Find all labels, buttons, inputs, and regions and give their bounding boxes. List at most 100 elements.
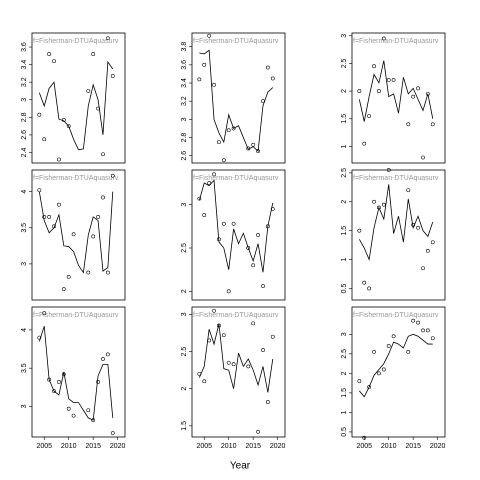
data-point	[101, 152, 105, 157]
panel-frame	[351, 169, 446, 301]
data-point	[411, 94, 416, 99]
y-tick-label: 2.6	[181, 151, 188, 161]
x-tick-label: 2020	[430, 443, 446, 450]
data-point	[212, 82, 216, 87]
y-tick-label: 3	[181, 203, 188, 207]
data-point	[362, 141, 367, 146]
data-point	[425, 91, 430, 96]
y-tick-label: 2.4	[21, 147, 28, 157]
data-point	[357, 228, 362, 233]
data-point	[251, 321, 256, 326]
data-point	[37, 112, 42, 117]
data-point	[52, 224, 56, 229]
x-tick-label: 2020	[270, 443, 286, 450]
data-point	[411, 318, 416, 323]
data-point	[217, 140, 221, 144]
x-tick-label: 2005	[196, 443, 212, 450]
data-point	[377, 89, 381, 93]
panel-frame	[351, 306, 446, 438]
y-tick-label: 3	[21, 98, 28, 102]
panel: f=Fisherman-DTUAquasurv 3 3.5 4	[21, 169, 126, 301]
data-point	[91, 234, 96, 239]
data-point	[202, 62, 207, 67]
y-tick-label: 3	[341, 332, 348, 336]
data-point	[226, 289, 231, 294]
x-tick-label: 2010	[61, 443, 77, 450]
fit-line	[359, 333, 433, 398]
data-point	[226, 360, 231, 365]
data-point	[47, 52, 52, 56]
panel: f=Fisherman-DTUAquasurv 0.5 1 1.5 2 2.5 3 2005 2…	[341, 306, 446, 450]
data-point	[57, 202, 61, 207]
panel-frame	[31, 306, 126, 438]
data-point	[367, 286, 372, 291]
data-point	[221, 158, 226, 163]
data-point	[71, 413, 76, 418]
data-point	[105, 270, 110, 275]
data-point	[61, 118, 66, 122]
fit-line	[198, 323, 274, 393]
panel-frame	[191, 32, 286, 164]
data-point	[251, 263, 256, 268]
data-point	[381, 367, 386, 372]
data-point	[91, 52, 96, 56]
data-point	[217, 323, 221, 328]
data-point	[421, 155, 425, 160]
panel: f=Fisherman-DTUAquasurv 2.4 2.6 2.8 3 3.2 3.4 3…	[21, 32, 126, 164]
data-point	[207, 33, 212, 38]
x-tick-label: 2020	[110, 443, 126, 450]
data-point	[197, 196, 202, 201]
data-point	[261, 348, 265, 352]
data-point	[42, 215, 47, 219]
y-tick-label: 4	[21, 328, 28, 332]
data-point	[256, 429, 260, 434]
data-point	[61, 372, 66, 377]
data-point	[66, 406, 71, 411]
x-tick-label: 2010	[221, 443, 237, 450]
strip-label: f=Fisherman-DTUAquasurv	[33, 175, 119, 182]
data-point	[270, 334, 275, 339]
data-point	[416, 225, 420, 230]
data-point	[372, 199, 376, 204]
data-point	[362, 435, 367, 440]
y-tick-label: 0.5	[341, 427, 348, 437]
data-point	[430, 122, 435, 127]
data-point	[386, 78, 391, 82]
y-tick-label: 3	[181, 117, 188, 121]
data-point	[357, 89, 362, 93]
data-point	[66, 274, 71, 279]
panel: f=Fisherman-DTUAquasurv 2 2.5 3	[181, 169, 286, 301]
y-tick-label: 4	[21, 190, 28, 194]
data-point	[362, 280, 367, 285]
x-tick-label: 2015	[85, 443, 101, 450]
data-point	[265, 65, 270, 70]
y-tick-label: 2.8	[21, 112, 28, 122]
data-point	[217, 237, 221, 242]
y-tick-label: 2.5	[181, 243, 188, 253]
y-tick-label: 2.5	[341, 349, 348, 359]
data-point	[386, 344, 391, 348]
strip-label: f=Fisherman-DTUAquasurv	[353, 175, 439, 182]
y-tick-label: 3.6	[181, 60, 188, 70]
data-point	[37, 188, 42, 193]
data-point	[381, 202, 386, 207]
data-point	[265, 224, 270, 229]
y-tick-label: 3.6	[21, 42, 28, 52]
panel: f=Fisherman-DTUAquasurv 2.6 2.8 3 3.2 3.4 3.6 3…	[181, 32, 286, 164]
y-tick-label: 3	[21, 262, 28, 266]
panel: f=Fisherman-DTUAquasurv 1 1.5 2 2.5 3	[341, 32, 446, 164]
data-point	[101, 357, 105, 361]
data-point	[96, 380, 100, 384]
y-tick-label: 1.5	[181, 421, 188, 431]
strip-label: f=Fisherman-DTUAquasurv	[33, 312, 119, 319]
y-tick-label: 2.5	[341, 168, 348, 178]
fit-line	[38, 191, 114, 274]
y-tick-label: 2.5	[181, 347, 188, 357]
y-tick-label: 3.4	[181, 78, 188, 88]
fit-line	[38, 60, 114, 151]
y-tick-label: 2.6	[21, 130, 28, 140]
y-tick-label: 2.5	[341, 58, 348, 68]
x-tick-label: 2005	[36, 443, 52, 450]
fit-line	[38, 325, 114, 421]
panel: f=Fisherman-DTUAquasurv 0.5 1 1.5 2 2.5	[341, 168, 446, 301]
